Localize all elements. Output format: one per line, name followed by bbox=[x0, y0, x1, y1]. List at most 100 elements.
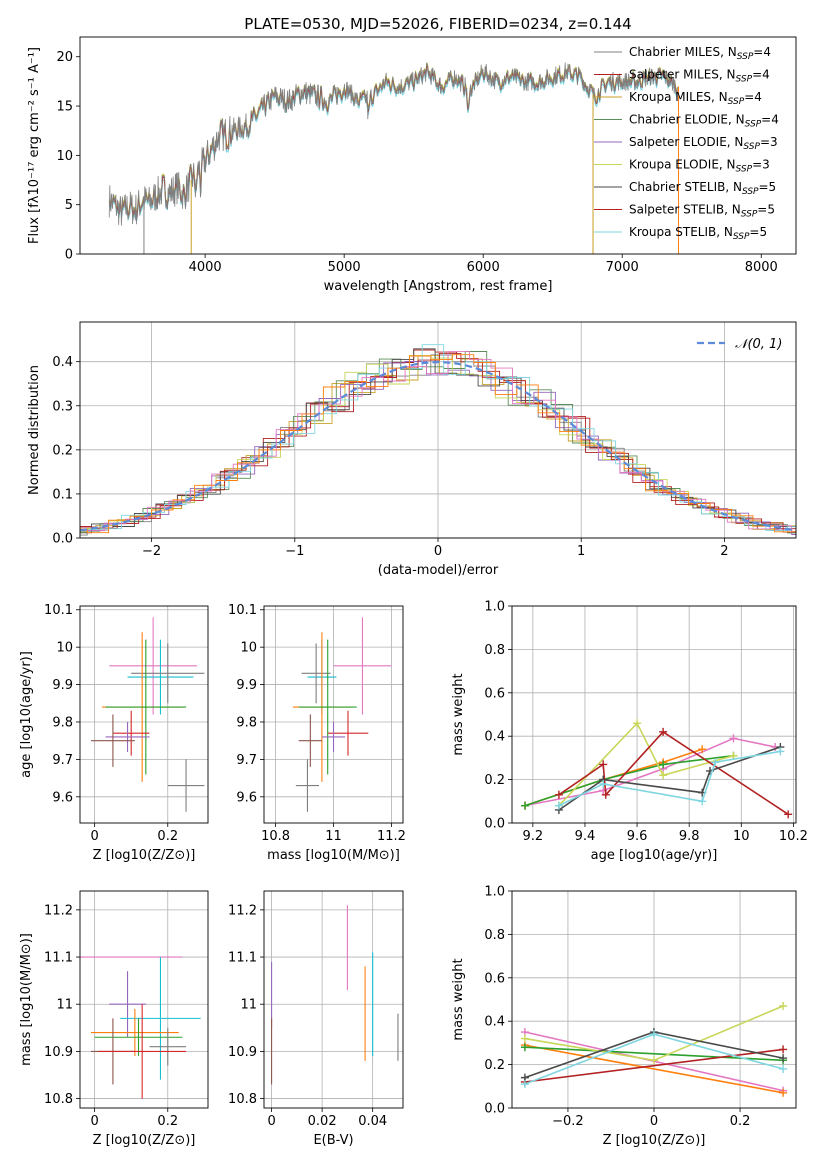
plot-area-age-vs-Z bbox=[90, 617, 205, 812]
residual-histogram bbox=[80, 352, 796, 533]
weight-marker bbox=[779, 1054, 788, 1063]
axes-frame bbox=[511, 605, 797, 824]
weight-marker bbox=[784, 810, 793, 819]
x-axis-label: age [log10(age/yr)] bbox=[591, 848, 718, 863]
plot-area-mass-vs-ebv bbox=[271, 905, 399, 1085]
weight-line bbox=[558, 721, 734, 807]
y-tick-label: 10 bbox=[240, 641, 257, 656]
panel-mass-vs-ebv: 0 0.02 0.04 10.8 10.9 11 11.1 11.2 E(B-V) bbox=[228, 890, 404, 1148]
x-axis-label: Z [log10(Z/Z⊙)] bbox=[93, 848, 196, 863]
y-tick-label: 9.9 bbox=[52, 678, 73, 693]
legend-entry: Chabrier MILES, NSSP=4 bbox=[629, 45, 771, 62]
x-tick-label: 9.2 bbox=[523, 829, 544, 844]
y-tick-label: 0.2 bbox=[484, 1058, 505, 1073]
weight-marker bbox=[698, 745, 707, 754]
plot-area-age-vs-mass bbox=[292, 617, 392, 812]
panel-spectrum: 4000 5000 6000 7000 8000 0 5 10 15 20 wavelength [… bbox=[27, 36, 797, 294]
y-tick-label: 10 bbox=[56, 641, 73, 656]
weight-marker bbox=[521, 801, 530, 810]
legend-entry: Salpeter STELIB, NSSP=5 bbox=[629, 203, 775, 220]
legend-entry: Salpeter ELODIE, NSSP=3 bbox=[629, 135, 778, 152]
panel-mass-vs-Z: 0 0.2 10.8 10.9 11 11.1 11.2 Z [log10(Z/Z⊙)] mas… bbox=[19, 890, 209, 1148]
y-tick-label: 10.1 bbox=[228, 603, 257, 618]
weight-marker bbox=[554, 801, 563, 810]
x-axis-label: Z [log10(Z/Z⊙)] bbox=[93, 1133, 196, 1148]
x-tick-label: 0.04 bbox=[358, 1114, 387, 1129]
axes-frame bbox=[79, 321, 797, 539]
y-axis-label: Flux [fλ10⁻¹⁷ erg cm⁻² s⁻¹ A⁻¹] bbox=[27, 47, 42, 244]
residual-histogram bbox=[82, 351, 796, 532]
x-tick-label: −0.2 bbox=[552, 1114, 584, 1129]
weight-marker bbox=[650, 1056, 658, 1065]
weight-marker bbox=[779, 1045, 788, 1054]
weight-marker bbox=[659, 771, 668, 780]
x-tick-label: 6000 bbox=[467, 260, 500, 275]
x-tick-label: 0 bbox=[650, 1114, 658, 1129]
residual-histogram bbox=[80, 348, 796, 534]
y-tick-label: 15 bbox=[56, 100, 73, 115]
x-axis-label: Z [log10(Z/Z⊙)] bbox=[603, 1133, 706, 1148]
x-axis-label: E(B-V) bbox=[313, 1133, 353, 1148]
y-axis-label: mass weight bbox=[451, 673, 466, 755]
x-tick-label: 0.2 bbox=[157, 829, 178, 844]
weight-marker bbox=[711, 758, 720, 767]
y-tick-label: 0.8 bbox=[484, 928, 505, 943]
panel-age-vs-Z: 0 0.2 9.6 9.7 9.8 9.9 10 10.1 Z [log10(Z/Z⊙)] age… bbox=[19, 603, 209, 863]
x-axis-label: (data-model)/error bbox=[378, 563, 499, 578]
y-tick-label: 9.7 bbox=[52, 753, 73, 768]
y-tick-label: 0.4 bbox=[484, 1015, 505, 1030]
y-tick-label: 10.9 bbox=[228, 1045, 257, 1060]
x-tick-label: 0 bbox=[90, 829, 98, 844]
y-tick-label: 9.6 bbox=[236, 790, 257, 805]
legend-entry: Salpeter MILES, NSSP=4 bbox=[629, 68, 770, 85]
weight-marker bbox=[729, 734, 738, 743]
y-axis-label: Normed distribution bbox=[27, 365, 42, 495]
y-axis-label: age [log10(age/yr)] bbox=[19, 651, 34, 778]
y-tick-label: 0.0 bbox=[484, 1102, 505, 1117]
legend-entry: Chabrier STELIB, NSSP=5 bbox=[629, 180, 776, 197]
y-tick-label: 0.2 bbox=[52, 443, 73, 458]
y-tick-label: 10.8 bbox=[44, 1092, 73, 1107]
y-tick-label: 0.0 bbox=[484, 817, 505, 832]
y-tick-label: 9.6 bbox=[52, 790, 73, 805]
weight-marker bbox=[776, 747, 785, 756]
plot-area-residuals bbox=[80, 344, 796, 536]
y-tick-label: 11.2 bbox=[44, 903, 73, 918]
weight-marker bbox=[554, 790, 563, 799]
weight-marker bbox=[599, 760, 608, 769]
x-tick-label: 0.2 bbox=[730, 1114, 751, 1129]
y-tick-label: 10.1 bbox=[44, 603, 73, 618]
axes-frame bbox=[79, 890, 209, 1109]
y-tick-label: 11 bbox=[56, 998, 73, 1013]
x-tick-label: 9.6 bbox=[627, 829, 648, 844]
y-tick-label: 10 bbox=[56, 149, 73, 164]
y-tick-label: 0.4 bbox=[52, 355, 73, 370]
axes-frame bbox=[79, 36, 797, 255]
axes-frame bbox=[263, 605, 404, 824]
y-tick-label: 5 bbox=[65, 198, 73, 213]
weight-marker bbox=[650, 1030, 658, 1039]
weight-marker bbox=[779, 1002, 788, 1011]
y-tick-label: 11.2 bbox=[228, 903, 257, 918]
weight-marker bbox=[520, 1043, 529, 1052]
x-tick-label: 0.2 bbox=[157, 1114, 178, 1129]
panel-age-vs-mass: 10.8 11 11.2 9.6 9.7 9.8 9.9 10 10.1 mass [log10(… bbox=[228, 603, 406, 863]
y-tick-label: 0.3 bbox=[52, 399, 73, 414]
legend-entry: 𝒩(0, 1) bbox=[735, 337, 782, 352]
x-tick-label: 9.4 bbox=[575, 829, 596, 844]
x-tick-label: −1 bbox=[285, 544, 304, 559]
weight-marker bbox=[599, 779, 608, 788]
weight-marker bbox=[659, 727, 668, 736]
plot-area-mass-vs-Z bbox=[80, 956, 201, 1099]
x-tick-label: 10 bbox=[733, 829, 750, 844]
model-spectrum-line bbox=[108, 68, 679, 222]
y-tick-label: 1.0 bbox=[484, 885, 505, 900]
y-tick-label: 9.8 bbox=[236, 715, 257, 730]
plot-area-weight-vs-Z bbox=[520, 1002, 788, 1097]
weight-line bbox=[524, 1048, 784, 1083]
x-tick-label: 4000 bbox=[189, 260, 222, 275]
legend-entry: Kroupa ELODIE, NSSP=3 bbox=[629, 158, 770, 175]
y-tick-label: 0.4 bbox=[484, 730, 505, 745]
y-tick-label: 0.6 bbox=[484, 971, 505, 986]
weight-line bbox=[524, 1044, 784, 1094]
